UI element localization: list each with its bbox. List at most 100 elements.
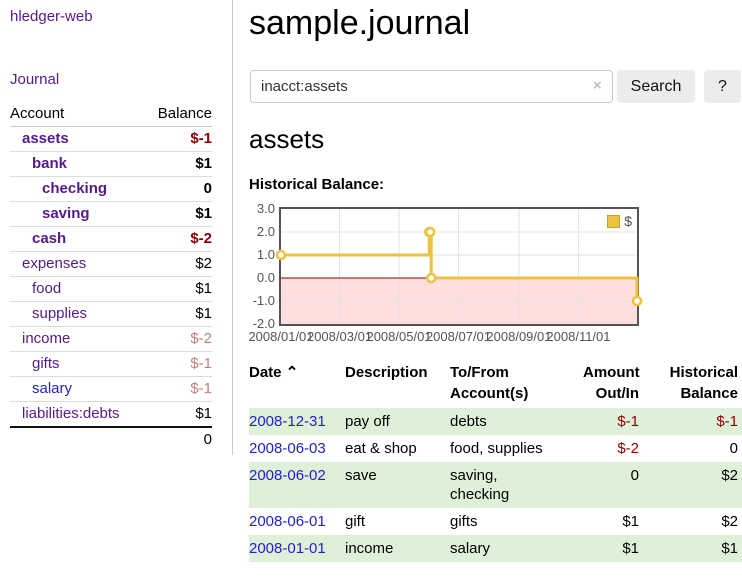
x-axis-tick-label: 2008/09/01 — [486, 329, 552, 344]
transaction-date-link[interactable]: 2008-06-02 — [249, 467, 326, 484]
transaction-amount: $1 — [622, 513, 639, 530]
account-balance: $-1 — [145, 126, 212, 152]
y-axis-tick-label: 1.0 — [256, 247, 275, 262]
account-balance: $1 — [145, 151, 212, 177]
account-link-saving[interactable]: saving — [42, 205, 90, 222]
transaction-date-link[interactable]: 2008-01-01 — [249, 540, 326, 557]
transaction-balance: 0 — [729, 440, 738, 457]
account-balance: $-1 — [145, 351, 212, 377]
register-row: 2008-06-02 save saving, checking 0 $2 — [249, 462, 742, 508]
account-balance: $-2 — [145, 226, 212, 252]
transaction-amount: $-1 — [617, 413, 639, 430]
account-row: checking 0 — [10, 176, 212, 202]
transaction-description: gift — [345, 513, 366, 530]
sidebar-item-journal[interactable]: Journal — [10, 71, 60, 88]
account-balance: $-2 — [145, 326, 212, 352]
legend-swatch-icon — [607, 214, 621, 228]
account-balance: 0 — [145, 176, 212, 202]
register-row: 2008-12-31 pay off debts $-1 $-1 — [249, 408, 742, 435]
x-axis-tick-label: 2008/07/01 — [425, 329, 492, 344]
transaction-balance: $-1 — [716, 413, 738, 430]
transaction-accounts: salary — [450, 540, 491, 557]
account-link-liabilities-debts[interactable]: liabilities:debts — [22, 405, 120, 422]
account-row: liabilities:debts $1 — [10, 401, 212, 428]
header-balance: Historical Balance — [669, 364, 738, 402]
account-row: saving $1 — [10, 201, 212, 227]
page-title: sample.journal — [249, 4, 471, 42]
y-axis-tick-label: -1.0 — [252, 293, 275, 308]
account-link-gifts[interactable]: gifts — [32, 355, 60, 372]
y-axis-tick-label: -2.0 — [252, 316, 275, 331]
search-bar: × Search ? — [249, 70, 742, 103]
account-link-assets[interactable]: assets — [22, 130, 69, 147]
x-axis-tick-label: 2008/11/01 — [546, 329, 611, 344]
account-row: salary $-1 — [10, 376, 212, 402]
account-link-checking[interactable]: checking — [42, 180, 108, 197]
chart-legend: $ — [607, 213, 632, 229]
transaction-accounts: food, supplies — [450, 440, 543, 457]
account-row: expenses $2 — [10, 251, 212, 277]
account-balance: $1 — [145, 301, 212, 327]
header-date[interactable]: Date ⌃ — [249, 364, 299, 381]
help-button[interactable]: ? — [704, 70, 741, 103]
transaction-date-link[interactable]: 2008-06-01 — [249, 513, 326, 530]
y-axis-tick-label: 3.0 — [256, 201, 275, 216]
y-axis-tick-label: 2.0 — [256, 224, 275, 239]
main-content: sample.journal × Search ? assets Histori… — [248, 0, 742, 582]
account-row: cash $-2 — [10, 226, 212, 252]
transaction-balance: $1 — [721, 540, 738, 557]
register-header-row: Date ⌃ Description To/From Account(s) Am… — [249, 360, 742, 408]
brand-link[interactable]: hledger-web — [10, 8, 93, 25]
transaction-description: pay off — [345, 413, 390, 430]
account-link-bank[interactable]: bank — [32, 155, 68, 172]
header-accounts: To/From Account(s) — [450, 364, 529, 402]
sidebar: hledger-web Journal Account Balance asse… — [0, 0, 233, 455]
search-input[interactable] — [250, 70, 613, 103]
transaction-amount: $1 — [622, 540, 639, 557]
account-row: assets $-1 — [10, 126, 212, 152]
search-clear-icon[interactable]: × — [593, 77, 602, 94]
accounts-header: Account — [10, 103, 146, 127]
account-row: supplies $1 — [10, 301, 212, 327]
chart: $ 2008/01/01 2008/03/01 2008/05/01 2008/07/… — [248, 200, 649, 350]
account-link-salary[interactable]: salary — [32, 380, 73, 397]
register-row: 2008-06-03 eat & shop food, supplies $-2… — [249, 435, 742, 462]
transaction-accounts: debts — [450, 413, 487, 430]
header-description: Description — [345, 364, 428, 381]
transaction-description: save — [345, 467, 377, 484]
transaction-description: eat & shop — [345, 440, 417, 457]
x-axis-tick-label: 2008/03/01 — [306, 329, 373, 344]
transaction-amount: $-2 — [617, 440, 639, 457]
account-link-expenses[interactable]: expenses — [22, 255, 87, 272]
accounts-total: 0 — [203, 431, 212, 448]
x-axis-tick-label: 2008/01/01 — [248, 329, 314, 344]
transaction-description: income — [345, 540, 394, 557]
account-link-cash[interactable]: cash — [32, 230, 67, 247]
account-link-income[interactable]: income — [22, 330, 71, 347]
account-link-food[interactable]: food — [32, 280, 62, 297]
accounts-total-row: 0 — [10, 427, 212, 452]
transaction-date-link[interactable]: 2008-06-03 — [249, 440, 326, 457]
account-balance: $1 — [145, 401, 212, 428]
account-link-supplies[interactable]: supplies — [32, 305, 88, 322]
accounts-table: Account Balance assets $-1 bank $1 check… — [10, 103, 212, 452]
legend-label: $ — [624, 213, 632, 229]
account-row: gifts $-1 — [10, 351, 212, 377]
account-balance: $1 — [145, 276, 212, 302]
account-balance: $-1 — [145, 376, 212, 402]
transaction-amount: 0 — [630, 467, 639, 484]
account-balance: $2 — [145, 251, 212, 277]
account-row: bank $1 — [10, 151, 212, 177]
search-button[interactable]: Search — [617, 70, 695, 103]
transaction-date-link[interactable]: 2008-12-31 — [249, 413, 326, 430]
x-axis-tick-label: 2008/05/01 — [366, 329, 432, 344]
chart-plot[interactable]: $ — [275, 207, 643, 326]
header-amount: Amount Out/In — [583, 364, 640, 402]
register-row: 2008-01-01 income salary $1 $1 — [249, 535, 742, 562]
account-row: income $-2 — [10, 326, 212, 352]
register-row: 2008-06-01 gift gifts $1 $2 — [249, 508, 742, 535]
transaction-accounts: gifts — [450, 513, 478, 530]
account-row: food $1 — [10, 276, 212, 302]
account-balance: $1 — [145, 201, 212, 227]
